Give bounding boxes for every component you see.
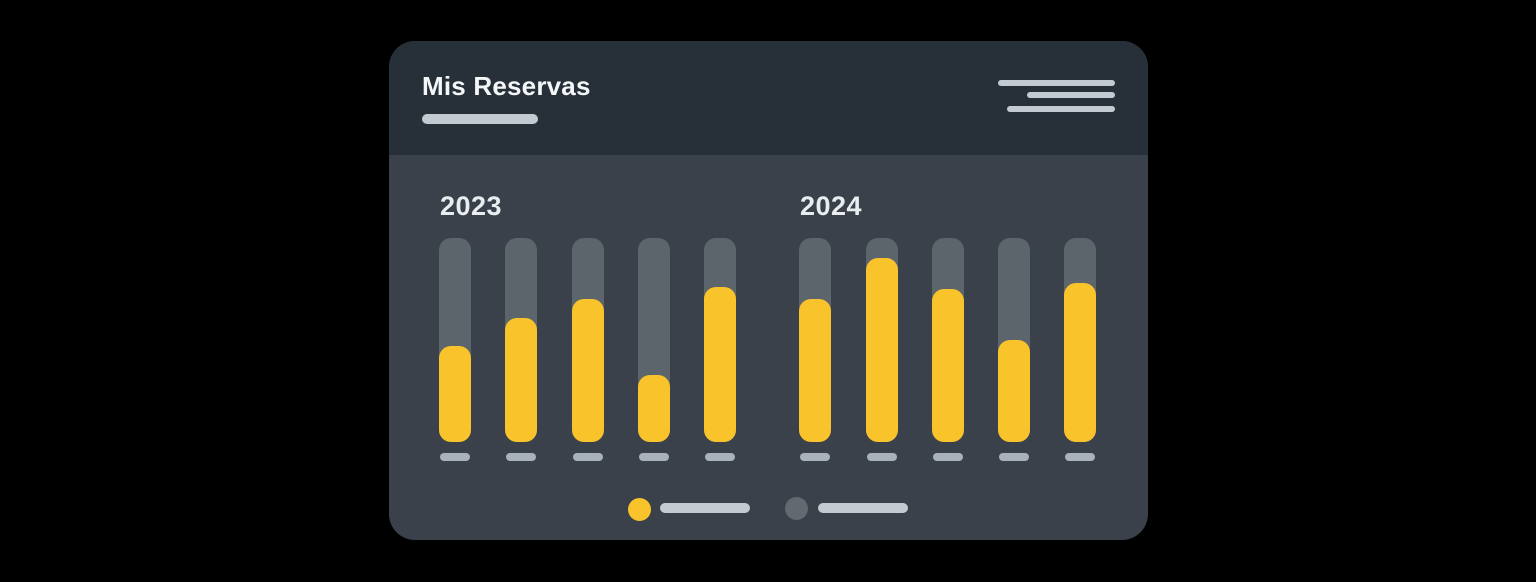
- reservations-card: Mis Reservas 2023 2024: [389, 41, 1148, 540]
- bar-tick-2024-2: [867, 453, 897, 461]
- legend-label-line-2023: [660, 503, 750, 513]
- bar-tick-2023-1: [440, 453, 470, 461]
- bar-track-2024-5: [1064, 238, 1096, 442]
- bar-tick-2023-3: [573, 453, 603, 461]
- menu-line-middle: [1027, 92, 1115, 98]
- year-label-2024: 2024: [800, 191, 863, 221]
- bar-track-2023-5: [704, 238, 736, 442]
- bar-track-2023-4: [638, 238, 670, 442]
- bar-fill-2024-2: [866, 258, 898, 442]
- menu-line-top: [998, 80, 1115, 86]
- bar-tick-2023-4: [639, 453, 669, 461]
- bar-fill-2023-3: [572, 299, 604, 442]
- menu-line-bottom: [1007, 106, 1115, 112]
- menu-icon[interactable]: [998, 80, 1115, 113]
- bar-fill-2024-5: [1064, 282, 1096, 442]
- bar-track-2023-1: [439, 238, 471, 442]
- bar-tick-2023-2: [506, 453, 536, 461]
- title-underline-accent: [422, 114, 538, 124]
- bar-track-2023-2: [505, 238, 537, 442]
- bar-tick-2024-5: [1065, 453, 1095, 461]
- bar-fill-2024-4: [998, 340, 1030, 442]
- bar-fill-2023-2: [505, 317, 537, 442]
- bar-tick-2024-1: [800, 453, 830, 461]
- bar-tick-2023-5: [705, 453, 735, 461]
- bar-fill-2024-1: [799, 299, 831, 442]
- reservations-bar-chart: 2023 2024: [389, 41, 1148, 540]
- legend-swatch-2024: [785, 497, 808, 520]
- bar-tick-2024-4: [999, 453, 1029, 461]
- bar-track-2023-3: [572, 238, 604, 442]
- bar-track-2024-2: [866, 238, 898, 442]
- page-title: Mis Reservas: [422, 71, 591, 101]
- bar-fill-2023-5: [704, 286, 736, 442]
- legend-swatch-2023: [628, 498, 651, 521]
- bar-fill-2023-1: [439, 346, 471, 442]
- bar-tick-2024-3: [933, 453, 963, 461]
- card-header: Mis Reservas: [389, 41, 1148, 155]
- bar-track-2024-1: [799, 238, 831, 442]
- bar-track-2024-4: [998, 238, 1030, 442]
- year-label-2023: 2023: [440, 191, 503, 221]
- legend-label-line-2024: [818, 503, 908, 513]
- bar-fill-2023-4: [638, 374, 670, 442]
- bar-track-2024-3: [932, 238, 964, 442]
- bar-fill-2024-3: [932, 289, 964, 442]
